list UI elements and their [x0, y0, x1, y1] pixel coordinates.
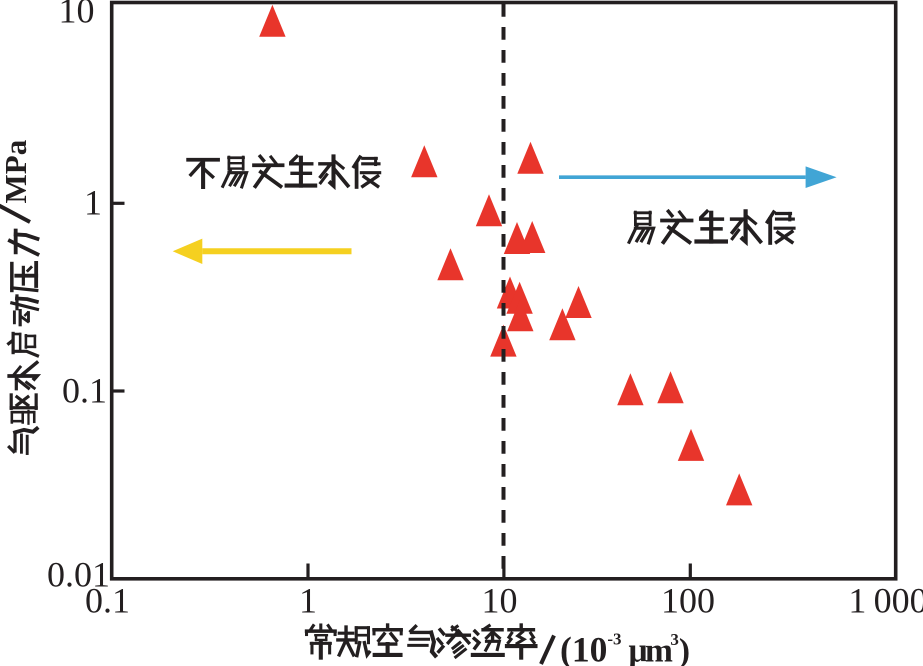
svg-text:10: 10	[482, 581, 518, 621]
svg-text:1: 1	[299, 581, 317, 621]
svg-text:1 000: 1 000	[848, 581, 923, 621]
svg-text:10: 10	[59, 0, 95, 30]
svg-text:100: 100	[661, 581, 715, 621]
svg-text:1: 1	[84, 182, 102, 222]
svg-text:μm3): μm3)	[629, 630, 691, 666]
svg-text:MPa: MPa	[0, 139, 33, 203]
svg-text:0.1: 0.1	[62, 371, 107, 411]
svg-text:0.1: 0.1	[85, 581, 130, 621]
svg-text:0.01: 0.01	[47, 555, 110, 595]
